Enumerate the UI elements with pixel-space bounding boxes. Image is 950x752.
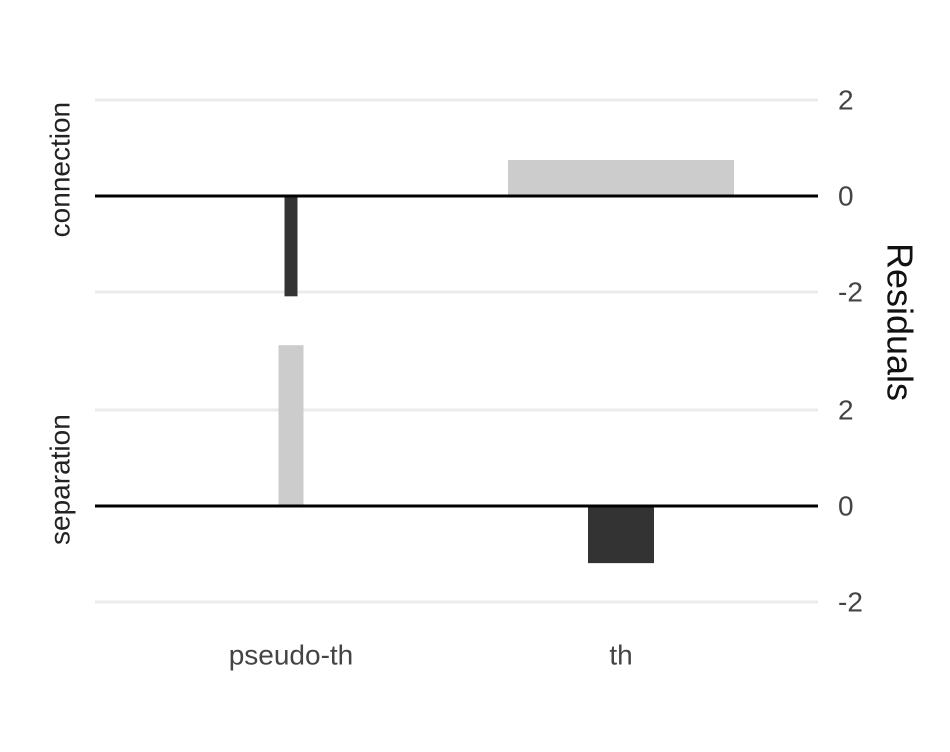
y-tick-label: 2	[838, 84, 854, 115]
bar	[588, 506, 654, 564]
y-tick-label: 0	[838, 490, 854, 521]
bar	[284, 196, 298, 297]
x-tick-label: pseudo-th	[229, 639, 354, 670]
bar	[508, 160, 734, 196]
y-tick-label: -2	[838, 586, 863, 617]
x-tick-label: th	[609, 639, 632, 670]
y-axis-label: Residuals	[879, 243, 920, 401]
bar	[278, 345, 304, 506]
facet-label: separation	[44, 414, 75, 545]
y-tick-label: 2	[838, 394, 854, 425]
y-tick-label: -2	[838, 276, 863, 307]
facet-label: connection	[44, 102, 75, 237]
y-tick-label: 0	[838, 180, 854, 211]
